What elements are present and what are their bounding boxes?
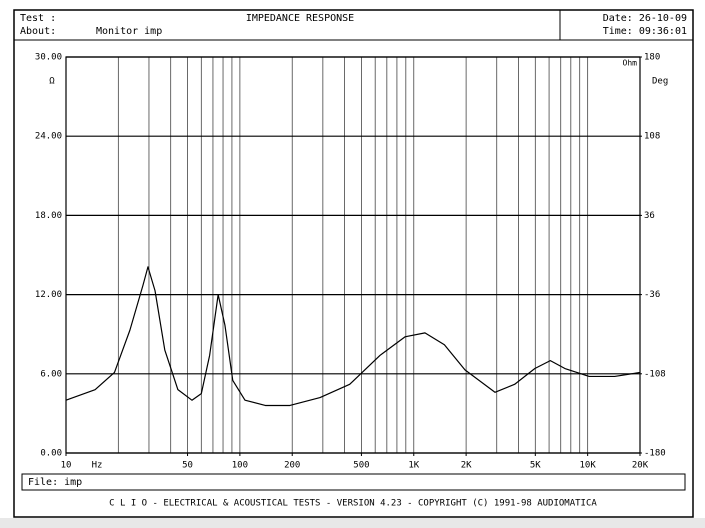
file-box	[21, 473, 686, 491]
y2-tick-label: -108	[644, 369, 666, 379]
y2-tick-label: -180	[644, 449, 666, 459]
date: Date: 26-10-09	[603, 13, 687, 24]
time: Time: 09:36:01	[603, 26, 687, 37]
x-tick-label: 10	[61, 461, 72, 471]
x-tick-label: 5K	[530, 461, 541, 471]
y-tick-label: 18.00	[35, 211, 62, 221]
chart-title: IMPEDANCE RESPONSE	[246, 13, 354, 24]
y2-unit: Deg	[652, 77, 668, 87]
y-tick-label: 24.00	[35, 132, 62, 142]
legend-label: Ohm	[623, 59, 638, 68]
y2-tick-label: 180	[644, 53, 660, 63]
outer-frame	[13, 9, 694, 518]
y-tick-label: 6.00	[40, 369, 62, 379]
test-label: Test :	[20, 13, 56, 24]
y2-tick-label: -36	[644, 290, 660, 300]
file-label: File: imp	[28, 477, 82, 488]
footer-credits: C L I O - ELECTRICAL & ACOUSTICAL TESTS …	[109, 499, 597, 509]
about-label: About:	[20, 26, 56, 37]
y-unit: Ω	[49, 77, 55, 87]
x-tick-label: 1K	[408, 461, 419, 471]
about-text: Monitor imp	[96, 26, 162, 37]
y2-tick-label: 108	[644, 132, 660, 142]
x-tick-label: 100	[232, 461, 248, 471]
impedance-curve	[65, 266, 641, 407]
plot-frame	[65, 56, 641, 454]
x-tick-label: 50	[182, 461, 193, 471]
y2-tick-label: 36	[644, 211, 655, 221]
x-tick-label: 10K	[580, 461, 597, 471]
y-tick-label: 12.00	[35, 290, 62, 300]
y-tick-label: 30.00	[35, 53, 62, 63]
x-tick-label: 2K	[461, 461, 472, 471]
x-tick-label: 500	[353, 461, 369, 471]
x-unit: Hz	[92, 461, 103, 471]
x-tick-label: 200	[284, 461, 300, 471]
y-tick-label: 0.00	[40, 449, 62, 459]
plot: 30.00 24.00 18.00 12.00 6.00 0.00 180 108 36 -36 -…	[35, 53, 668, 471]
x-tick-label: 20K	[632, 461, 649, 471]
